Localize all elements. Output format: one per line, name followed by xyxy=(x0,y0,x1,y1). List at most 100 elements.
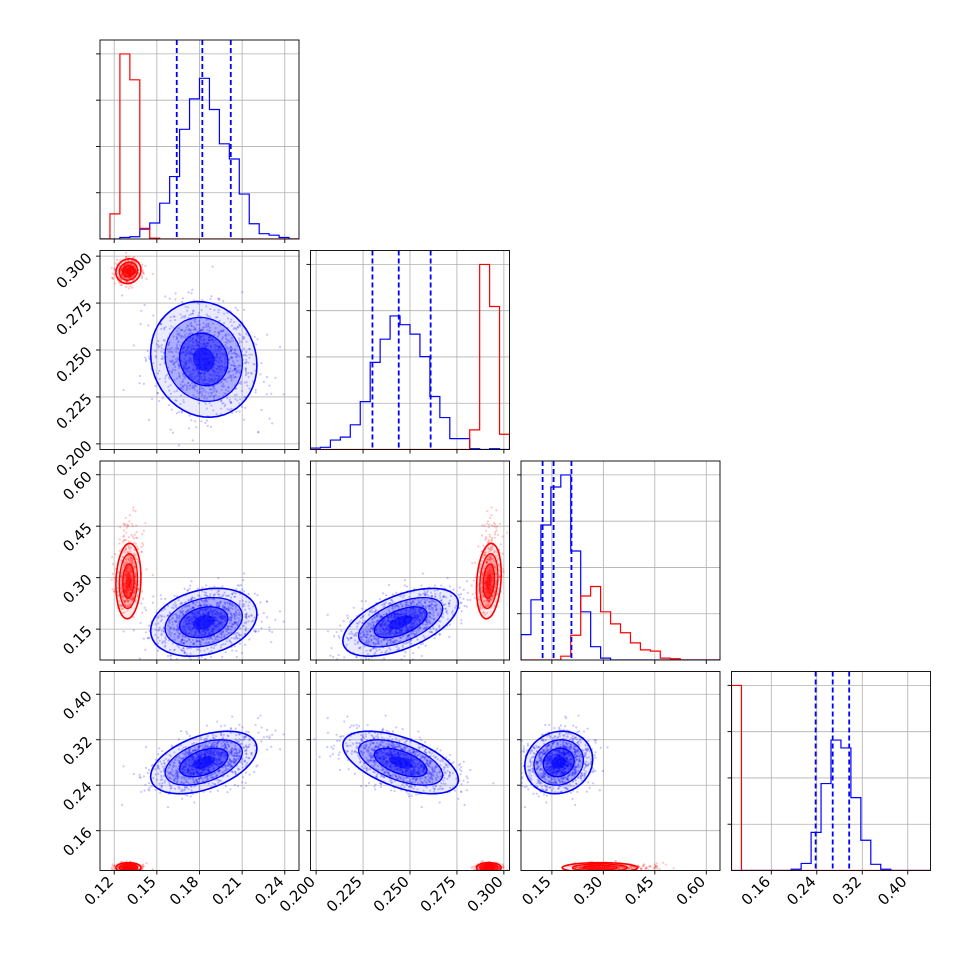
scatter-point xyxy=(126,591,129,594)
scatter-point xyxy=(186,347,189,350)
scatter-point xyxy=(166,614,169,617)
scatter-point xyxy=(190,666,192,668)
scatter-point xyxy=(220,614,224,618)
scatter-point xyxy=(188,352,191,355)
scatter-point xyxy=(202,372,205,375)
scatter-point xyxy=(188,616,191,619)
scatter-point xyxy=(127,266,130,270)
scatter-point xyxy=(237,584,241,587)
scatter-point xyxy=(199,613,203,616)
scatter-point xyxy=(184,368,188,371)
scatter-point xyxy=(374,662,376,664)
scatter-point xyxy=(113,273,116,276)
scatter-point xyxy=(404,613,408,616)
scatter-point xyxy=(130,598,133,601)
scatter-point xyxy=(209,636,213,639)
scatter-point xyxy=(176,337,179,340)
scatter-point xyxy=(223,378,226,381)
scatter-point xyxy=(217,331,220,334)
scatter-point xyxy=(405,626,408,630)
scatter-point xyxy=(134,269,137,273)
scatter-point xyxy=(220,633,223,637)
scatter-point xyxy=(376,678,378,680)
scatter-point xyxy=(210,348,213,351)
scatter-point xyxy=(200,385,203,388)
scatter-point xyxy=(214,338,217,342)
scatter-point xyxy=(358,620,361,623)
scatter-point xyxy=(253,630,256,633)
scatter-point xyxy=(128,558,131,562)
scatter-point xyxy=(200,420,203,423)
scatter-point xyxy=(208,637,211,640)
scatter-point xyxy=(184,363,187,366)
scatter-point xyxy=(174,399,177,402)
scatter-point xyxy=(213,609,216,612)
scatter-point xyxy=(199,643,202,646)
scatter-point xyxy=(217,374,220,378)
scatter-point xyxy=(120,595,124,598)
scatter-point xyxy=(161,397,164,400)
scatter-point xyxy=(160,597,163,600)
scatter-point xyxy=(226,602,229,605)
scatter-point xyxy=(458,586,461,589)
scatter-point xyxy=(237,632,240,635)
scatter-point xyxy=(199,596,203,599)
scatter-point xyxy=(198,631,202,634)
scatter-point xyxy=(383,628,386,631)
scatter-point xyxy=(128,559,131,562)
scatter-point xyxy=(140,550,144,553)
scatter-point xyxy=(350,636,353,639)
scatter-point xyxy=(203,388,206,392)
scatter-point xyxy=(221,655,224,659)
scatter-point xyxy=(446,576,449,580)
scatter-point xyxy=(241,603,244,606)
scatter-point xyxy=(169,384,172,387)
scatter-point xyxy=(199,339,203,342)
scatter-point xyxy=(154,623,157,626)
scatter-point xyxy=(144,631,148,634)
scatter-point xyxy=(130,286,134,289)
scatter-point xyxy=(219,621,223,624)
scatter-point xyxy=(199,372,202,375)
scatter-point xyxy=(157,622,160,625)
scatter-point xyxy=(231,339,234,342)
scatter-point xyxy=(180,411,183,414)
scatter-point xyxy=(129,262,133,265)
scatter-point xyxy=(224,377,228,380)
scatter-point xyxy=(154,384,157,388)
scatter-point xyxy=(219,621,222,624)
scatter-point xyxy=(224,341,227,344)
scatter-point xyxy=(141,263,144,267)
scatter-point xyxy=(123,272,127,275)
scatter-point xyxy=(216,622,219,626)
scatter-point xyxy=(202,613,205,616)
scatter-point xyxy=(196,614,199,617)
scatter-point xyxy=(200,630,203,634)
scatter-point xyxy=(170,370,174,373)
scatter-point xyxy=(124,591,127,594)
scatter-point xyxy=(130,583,133,586)
scatter-point xyxy=(425,626,428,630)
scatter-point xyxy=(129,266,132,270)
scatter-point xyxy=(223,635,226,639)
scatter-point xyxy=(190,313,193,316)
scatter-point xyxy=(220,360,223,363)
scatter-point xyxy=(166,604,170,608)
scatter-point xyxy=(129,554,132,557)
scatter-point xyxy=(180,639,183,642)
scatter-point xyxy=(236,613,239,616)
scatter-point xyxy=(242,353,245,357)
scatter-point xyxy=(222,382,225,386)
scatter-point xyxy=(224,334,227,338)
scatter-point xyxy=(197,397,200,400)
scatter-point xyxy=(248,615,251,618)
scatter-point xyxy=(181,627,184,630)
scatter-point xyxy=(395,639,398,642)
scatter-point xyxy=(191,336,195,340)
scatter-point xyxy=(124,260,127,263)
scatter-point xyxy=(380,623,383,627)
scatter-point xyxy=(199,377,202,381)
scatter-point xyxy=(174,601,177,604)
scatter-point xyxy=(428,600,431,603)
scatter-point xyxy=(207,377,210,380)
